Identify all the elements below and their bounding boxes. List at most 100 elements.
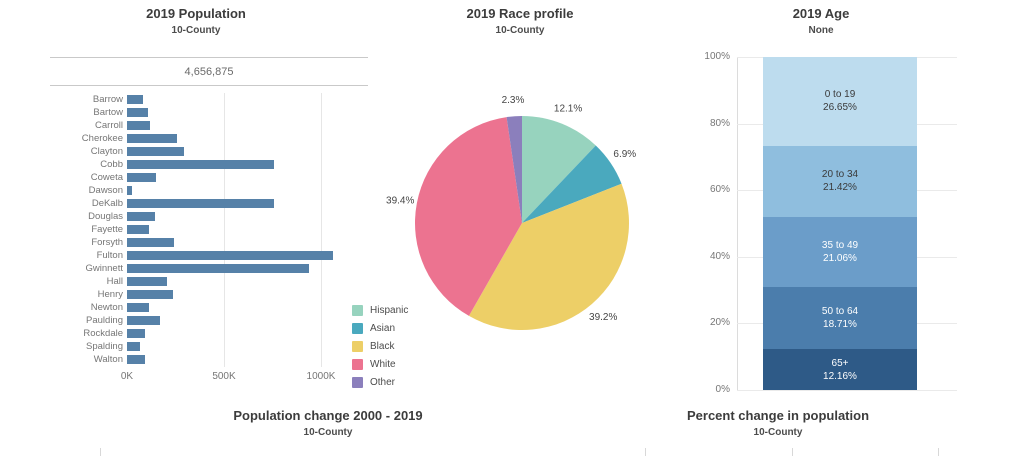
pie-label-white: 39.4% [386, 195, 414, 206]
legend-item-white[interactable]: White [352, 355, 408, 373]
county-label: Henry [97, 288, 123, 300]
legend-item-asian[interactable]: Asian [352, 319, 408, 337]
age-gridline-0 [737, 390, 957, 391]
population-bar-paulding[interactable] [127, 316, 160, 325]
legend-swatch-asian [352, 322, 363, 334]
legend-label: Other [370, 376, 396, 388]
legend-label: Black [370, 340, 395, 352]
county-row-coweta: Coweta [50, 171, 350, 184]
age-y-axis-line [737, 57, 738, 391]
county-label: Clayton [90, 145, 123, 157]
population-bar-spalding[interactable] [127, 342, 140, 351]
legend-item-black[interactable]: Black [352, 337, 408, 355]
age-segment-percent: 18.71% [823, 319, 857, 331]
age-segment-percent: 21.06% [823, 253, 857, 265]
population-x-axis: 0K 500K 1000K [50, 371, 370, 385]
population-bar-newton[interactable] [127, 303, 149, 312]
county-row-bartow: Bartow [50, 106, 350, 119]
age-y-tick-20: 20% [709, 317, 730, 329]
population-bar-douglas[interactable] [127, 212, 156, 221]
county-label: Newton [90, 301, 123, 313]
percent-change-title: Percent change in population [686, 408, 870, 423]
population-bar-chart: Barrow Bartow Carroll Cherokee Clayton Cobb Co… [50, 93, 350, 367]
legend-item-hispanic[interactable]: Hispanic [352, 301, 408, 319]
pie-slice-white[interactable] [415, 117, 522, 316]
age-segment-range: 20 to 34 [821, 169, 859, 181]
pie-label-black: 39.2% [589, 312, 617, 323]
population-bar-carroll[interactable] [127, 121, 151, 130]
race-legend: Hispanic Asian Black White Other [352, 301, 408, 391]
county-row-henry: Henry [50, 288, 350, 301]
age-segment-percent: 21.42% [823, 182, 857, 194]
race-chart-title: 2019 Race profile [466, 6, 574, 21]
county-label: Fayette [91, 223, 123, 235]
age-stacked-bar-chart: 100% 80% 60% 40% 20% 0% 0 to 19 26.65% 20 to 34… [690, 50, 970, 400]
age-y-tick-0: 0% [715, 384, 730, 395]
pie-slice-other[interactable] [506, 116, 522, 223]
race-chart-subtitle: 10-County [495, 25, 545, 36]
population-bar-fayette[interactable] [127, 225, 150, 234]
county-row-douglas: Douglas [50, 210, 350, 223]
age-segment-0-to-19[interactable]: 0 to 19 26.65% [763, 57, 917, 146]
age-segment-20-to-34[interactable]: 20 to 34 21.42% [763, 145, 917, 217]
legend-swatch-black [352, 340, 363, 352]
legend-label: Asian [370, 322, 396, 334]
population-bar-dekalb[interactable] [127, 199, 275, 208]
county-label: Paulding [86, 314, 123, 326]
county-row-rockdale: Rockdale [50, 327, 350, 340]
age-segment-percent: 12.16% [823, 370, 857, 382]
population-bar-forsyth[interactable] [127, 238, 175, 247]
county-row-cobb: Cobb [50, 158, 350, 171]
county-row-cherokee: Cherokee [50, 132, 350, 145]
age-segment-65-[interactable]: 65+ 12.16% [763, 349, 917, 390]
population-bar-clayton[interactable] [127, 147, 184, 156]
county-row-fayette: Fayette [50, 223, 350, 236]
legend-swatch-other [352, 376, 363, 388]
population-bar-coweta[interactable] [127, 173, 156, 182]
county-label: Rockdale [83, 327, 123, 339]
age-segment-35-to-49[interactable]: 35 to 49 21.06% [763, 216, 917, 288]
next-row-axis-tick [792, 448, 793, 456]
legend-swatch-white [352, 358, 363, 370]
county-label: Coweta [90, 171, 123, 183]
population-bar-henry[interactable] [127, 290, 173, 299]
legend-swatch-hispanic [352, 304, 363, 316]
county-row-forsyth: Forsyth [50, 236, 350, 249]
age-segment-range: 35 to 49 [821, 240, 859, 252]
age-y-tick-40: 40% [709, 250, 730, 262]
population-chart-subtitle: 10-County [171, 25, 221, 36]
county-label: Forsyth [91, 236, 123, 248]
population-bar-rockdale[interactable] [127, 329, 145, 338]
age-segment-range: 50 to 64 [821, 306, 859, 318]
population-total-band: 4,656,875 [50, 57, 368, 86]
population-bar-dawson[interactable] [127, 186, 132, 195]
population-change-subtitle: 10-County [303, 427, 353, 438]
county-row-newton: Newton [50, 301, 350, 314]
county-label: Bartow [93, 106, 123, 118]
county-label: Hall [106, 275, 123, 287]
population-bar-cobb[interactable] [127, 160, 275, 169]
pie-slice-black[interactable] [468, 183, 629, 331]
county-row-clayton: Clayton [50, 145, 350, 158]
pie-slice-hispanic[interactable] [522, 116, 596, 223]
population-bar-gwinnett[interactable] [127, 264, 309, 273]
population-bar-fulton[interactable] [127, 251, 334, 260]
population-bar-walton[interactable] [127, 355, 146, 364]
pie-slice-asian[interactable] [522, 145, 622, 223]
pie-label-hispanic: 12.1% [554, 103, 582, 114]
population-chart-title: 2019 Population [146, 6, 246, 21]
population-bar-bartow[interactable] [127, 108, 148, 117]
population-bar-cherokee[interactable] [127, 134, 178, 143]
county-row-barrow: Barrow [50, 93, 350, 106]
county-label: Dawson [88, 184, 123, 196]
age-segment-range: 65+ [831, 357, 849, 369]
age-segment-50-to-64[interactable]: 50 to 64 18.71% [763, 287, 917, 350]
population-bar-hall[interactable] [127, 277, 167, 286]
population-bar-barrow[interactable] [127, 95, 144, 104]
county-row-walton: Walton [50, 353, 350, 366]
next-row-axis-tick [645, 448, 646, 456]
legend-item-other[interactable]: Other [352, 373, 408, 391]
gridline-1000k [321, 93, 322, 367]
age-segment-range: 0 to 19 [824, 89, 856, 101]
age-stacked-bar: 0 to 19 26.65% 20 to 34 21.42% 35 to 49 21.06… [763, 57, 917, 390]
